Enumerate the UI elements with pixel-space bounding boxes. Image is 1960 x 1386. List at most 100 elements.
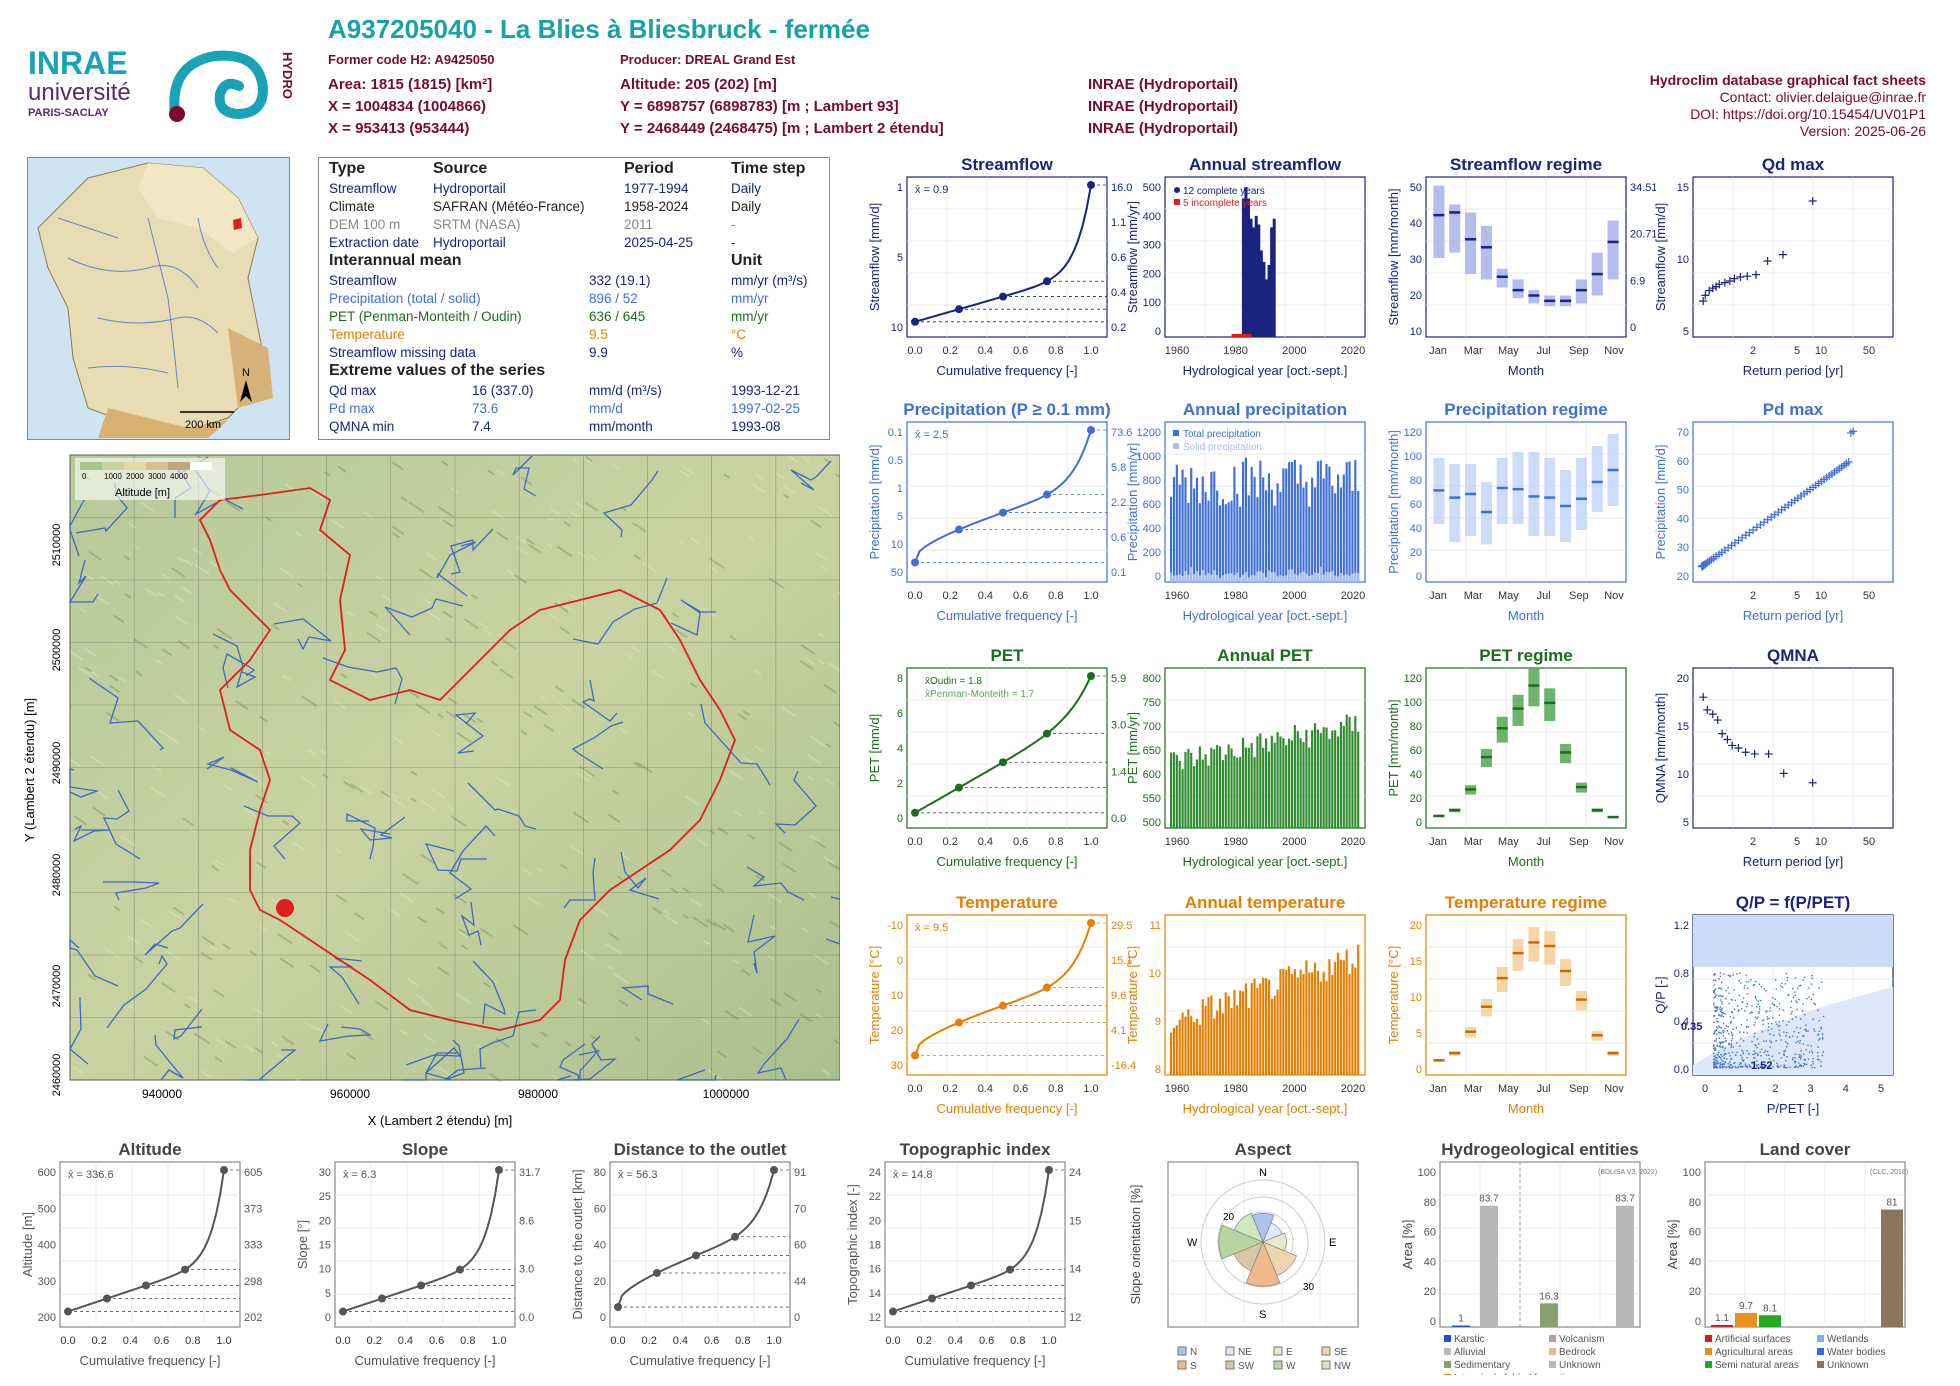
annual-bar xyxy=(1334,730,1337,828)
left-tick-label: 600 xyxy=(38,1167,56,1179)
annual-bar xyxy=(1293,725,1296,828)
hillshade-stroke xyxy=(634,1036,641,1042)
qp-point xyxy=(1715,1006,1717,1008)
qp-point xyxy=(1732,1046,1734,1048)
left-tick-label: 4 xyxy=(897,743,903,755)
doi-link[interactable]: DOI: https://doi.org/10.15454/UV01P1 xyxy=(1690,106,1926,122)
x-axis-label: Cumulative frequency [-] xyxy=(937,854,1078,869)
hillshade-stroke xyxy=(106,711,120,722)
legend-label: x̄Penman-Monteith = 1.7 xyxy=(925,689,1035,700)
hillshade-stroke xyxy=(523,710,533,718)
river xyxy=(571,721,624,770)
qp-point xyxy=(1757,1016,1759,1018)
hillshade-stroke xyxy=(618,999,629,1007)
qp-point xyxy=(1786,1056,1788,1058)
qp-point xyxy=(1719,1014,1721,1017)
hillshade-stroke xyxy=(167,909,183,921)
annual-bar xyxy=(1201,999,1204,1075)
qp-point xyxy=(1798,998,1800,1001)
y-axis-label: Area [%] xyxy=(1400,1220,1415,1270)
plot-frame xyxy=(1704,1161,1906,1328)
left-tick-label: 400 xyxy=(38,1240,56,1252)
data-point xyxy=(1763,257,1772,265)
annual-bar-secondary xyxy=(1210,574,1213,582)
qmna-panel: QMNA 2 5 10 50 5 10 15 20 Return period [yr] QMNA … xyxy=(1653,646,1923,876)
qp-point xyxy=(1810,1045,1812,1047)
qp-point xyxy=(1810,998,1813,1001)
qp-point xyxy=(1777,1025,1780,1027)
qp-point xyxy=(1720,1057,1722,1059)
left-tick-label: 80 xyxy=(594,1167,606,1179)
qp-point xyxy=(1719,1008,1721,1010)
hillshade-stroke xyxy=(296,1078,303,1084)
qp-point xyxy=(1765,1040,1767,1042)
annual-bar xyxy=(1175,754,1178,828)
qp-point xyxy=(1765,1064,1768,1067)
data-point xyxy=(1849,427,1858,436)
qp-point xyxy=(1778,1021,1780,1023)
incomplete-years-bar xyxy=(1231,334,1252,337)
qp-point xyxy=(1756,1038,1759,1040)
hillshade-stroke xyxy=(807,754,822,765)
annual-streamflow-panel: Annual streamflow 12 complete years 5 inco… xyxy=(1125,155,1395,385)
hillshade-stroke xyxy=(282,820,290,826)
hillshade-stroke xyxy=(821,1068,831,1076)
qp-point xyxy=(1741,1056,1743,1059)
data-point xyxy=(1708,710,1717,719)
y-tick-label: 1000 xyxy=(1137,451,1161,463)
hillshade-stroke xyxy=(728,769,744,781)
hillshade-stroke xyxy=(402,873,419,886)
left-tick-label: 0.1 xyxy=(888,427,903,439)
qp-point xyxy=(1812,993,1814,996)
y-tick-label: 20 xyxy=(1677,673,1689,685)
plot-frame xyxy=(1692,421,1894,583)
qp-point xyxy=(1729,975,1731,978)
qp-point xyxy=(1797,1066,1799,1069)
x-axis-label: Hydrological year [oct.-sept.] xyxy=(1183,854,1348,869)
annual-bar xyxy=(1265,738,1268,828)
qp-point xyxy=(1719,1026,1721,1029)
annual-bar xyxy=(1273,995,1276,1075)
annual-bar xyxy=(1311,730,1314,828)
qp-point xyxy=(1740,1024,1743,1026)
annual-bar xyxy=(1195,759,1199,828)
hillshade-stroke xyxy=(742,755,756,766)
hillshade-stroke xyxy=(702,1018,710,1025)
qp-point xyxy=(1716,1045,1718,1047)
qp-point xyxy=(1713,1062,1715,1064)
hillshade-stroke xyxy=(782,862,797,873)
landcover-bar xyxy=(1759,1315,1781,1327)
qp-point xyxy=(1786,1045,1788,1048)
river xyxy=(602,470,659,538)
hillshade-stroke xyxy=(120,835,136,847)
grid xyxy=(335,1162,515,1327)
x-tick-label: 1960 xyxy=(1165,836,1189,848)
qp-point xyxy=(1746,1003,1749,1005)
rose-ring xyxy=(1200,1179,1326,1305)
hydrogeo-chart: 183.716.383.7(BDLISA V3, 2022)KarsticAll… xyxy=(1400,1161,1657,1375)
legend-tick: 0 xyxy=(82,472,87,481)
plot-frame xyxy=(906,914,1108,1076)
mean-value: 896 / 52 xyxy=(589,291,638,306)
mean-label: Streamflow xyxy=(329,273,397,288)
row-type: Extraction date xyxy=(329,235,420,250)
regime-box xyxy=(1496,268,1508,288)
qp-point xyxy=(1716,1044,1718,1047)
hillshade-stroke xyxy=(584,455,593,463)
qp-point xyxy=(1805,1048,1807,1051)
annual-bar xyxy=(1247,495,1250,582)
annual-bar xyxy=(1331,974,1334,1075)
qd-max-panel: Qd max 2 5 10 50 5 10 15 Return period [yr] Strea… xyxy=(1653,155,1923,385)
hillshade-stroke xyxy=(73,815,88,826)
annual-bar-secondary xyxy=(1313,572,1317,582)
annual-bar-secondary xyxy=(1319,566,1322,582)
qp-point xyxy=(1718,1031,1720,1033)
qp-point xyxy=(1745,1005,1748,1008)
x-tick-label: 0.6 xyxy=(429,1335,444,1347)
hillshade-stroke xyxy=(133,956,144,964)
qp-point xyxy=(1713,1052,1715,1055)
qp-point xyxy=(1718,1041,1721,1044)
topo-cdf-chart: 0.0 0.2 0.4 0.6 0.8 1.02415141212141618202224… xyxy=(845,1161,1081,1368)
qp-point xyxy=(1714,1059,1716,1062)
